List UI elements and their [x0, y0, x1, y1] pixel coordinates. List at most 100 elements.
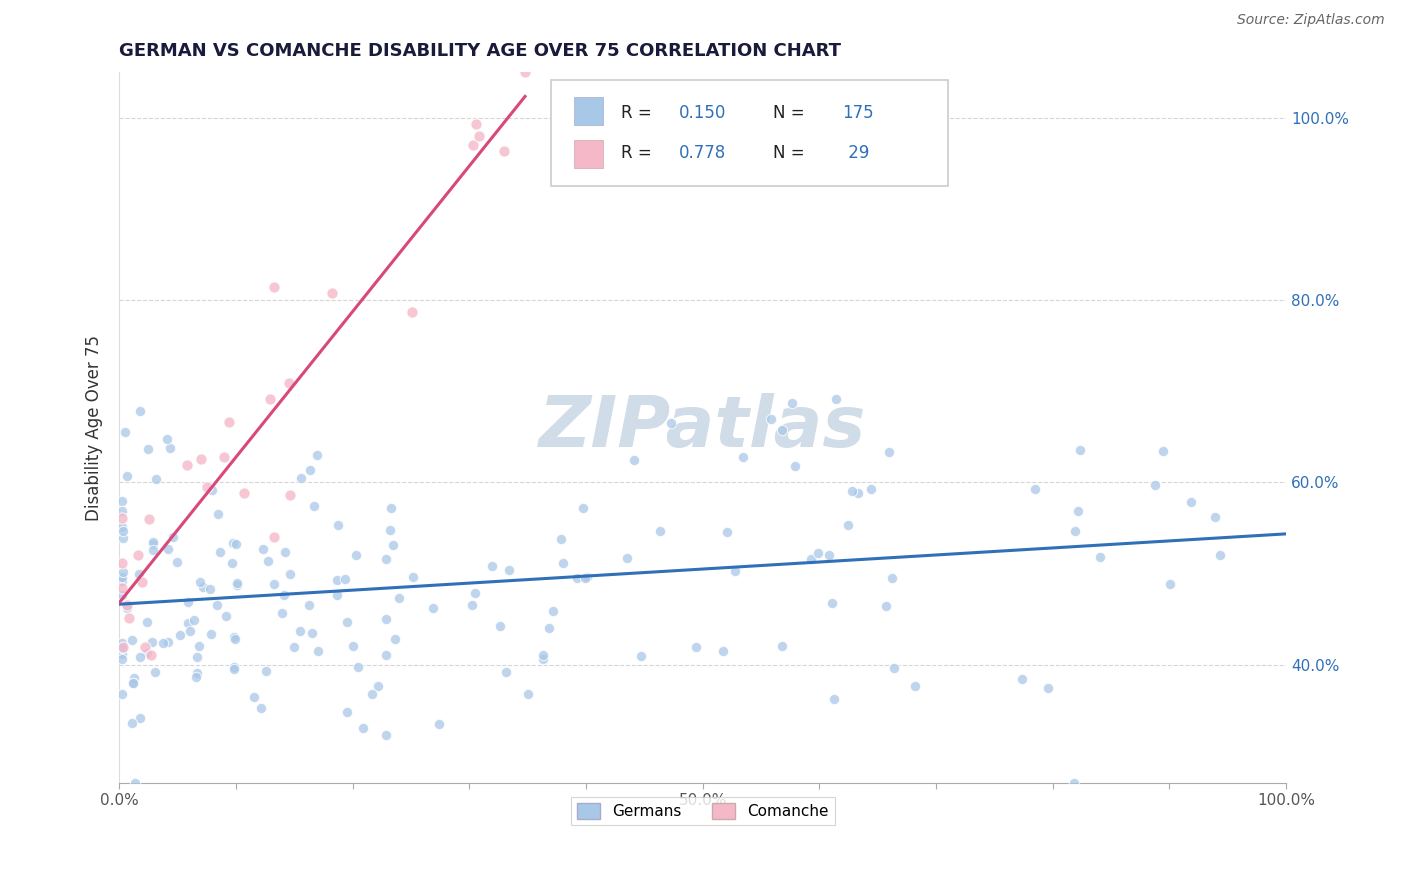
Y-axis label: Disability Age Over 75: Disability Age Over 75: [86, 334, 103, 521]
Point: [110, 556, 132, 570]
Point: [1069, 443, 1091, 458]
Point: [301, 625, 323, 640]
Point: [222, 630, 245, 644]
Point: [110, 641, 132, 656]
Point: [575, 570, 598, 584]
Point: [346, 660, 368, 674]
Point: [112, 532, 135, 546]
Text: N =: N =: [773, 145, 810, 162]
Point: [143, 665, 166, 679]
Point: [464, 585, 486, 599]
Point: [875, 599, 897, 613]
Point: [110, 581, 132, 595]
Point: [121, 676, 143, 690]
Point: [135, 615, 157, 629]
Point: [124, 776, 146, 790]
Point: [422, 600, 444, 615]
Point: [374, 648, 396, 663]
Point: [186, 665, 208, 680]
Point: [112, 524, 135, 539]
Point: [159, 442, 181, 456]
Point: [1064, 524, 1087, 539]
Point: [1036, 681, 1059, 695]
Point: [215, 608, 238, 623]
Point: [188, 574, 211, 589]
Point: [139, 648, 162, 662]
Point: [465, 117, 488, 131]
Point: [257, 554, 280, 568]
Point: [278, 566, 301, 581]
Text: 0.150: 0.150: [679, 103, 727, 121]
Legend: Germans, Comanche: Germans, Comanche: [571, 797, 835, 825]
Point: [110, 510, 132, 524]
Point: [112, 640, 135, 654]
Point: [110, 652, 132, 666]
Point: [117, 601, 139, 615]
Point: [141, 634, 163, 648]
Point: [226, 575, 249, 590]
Point: [117, 468, 139, 483]
Point: [128, 404, 150, 418]
Point: [232, 486, 254, 500]
Point: [388, 591, 411, 605]
Point: [382, 538, 405, 552]
Point: [110, 574, 132, 588]
Point: [402, 569, 425, 583]
Point: [222, 660, 245, 674]
Point: [145, 472, 167, 486]
Point: [342, 639, 364, 653]
Point: [277, 376, 299, 391]
Point: [117, 610, 139, 624]
Point: [780, 396, 803, 410]
Point: [846, 486, 869, 500]
Point: [157, 542, 180, 557]
Point: [121, 715, 143, 730]
Point: [111, 493, 134, 508]
Point: [183, 613, 205, 627]
Point: [152, 636, 174, 650]
Point: [375, 612, 398, 626]
Point: [226, 578, 249, 592]
Point: [336, 615, 359, 629]
Point: [733, 450, 755, 465]
Point: [325, 588, 347, 602]
Point: [207, 599, 229, 613]
Point: [115, 598, 138, 612]
Point: [222, 662, 245, 676]
Text: 0.778: 0.778: [679, 145, 727, 162]
Point: [1088, 549, 1111, 564]
Point: [127, 548, 149, 562]
Point: [326, 518, 349, 533]
Point: [824, 392, 846, 406]
Point: [129, 711, 152, 725]
Point: [121, 633, 143, 648]
Point: [110, 520, 132, 534]
Point: [201, 483, 224, 497]
Point: [110, 573, 132, 587]
Point: [321, 285, 343, 300]
Point: [193, 580, 215, 594]
Text: R =: R =: [621, 103, 657, 121]
Point: [551, 556, 574, 570]
Point: [759, 412, 782, 426]
Point: [112, 565, 135, 579]
Point: [361, 687, 384, 701]
Point: [195, 480, 218, 494]
Point: [352, 721, 374, 735]
Point: [513, 65, 536, 79]
Point: [531, 651, 554, 665]
Point: [495, 665, 517, 679]
Point: [800, 552, 823, 566]
Point: [541, 604, 564, 618]
Point: [716, 524, 738, 539]
Point: [110, 687, 132, 701]
Point: [567, 571, 589, 585]
Point: [821, 596, 844, 610]
Point: [278, 488, 301, 502]
Point: [242, 690, 264, 705]
Point: [877, 445, 900, 459]
Point: [1143, 478, 1166, 492]
Point: [138, 512, 160, 526]
Point: [1063, 776, 1085, 790]
Point: [156, 634, 179, 648]
